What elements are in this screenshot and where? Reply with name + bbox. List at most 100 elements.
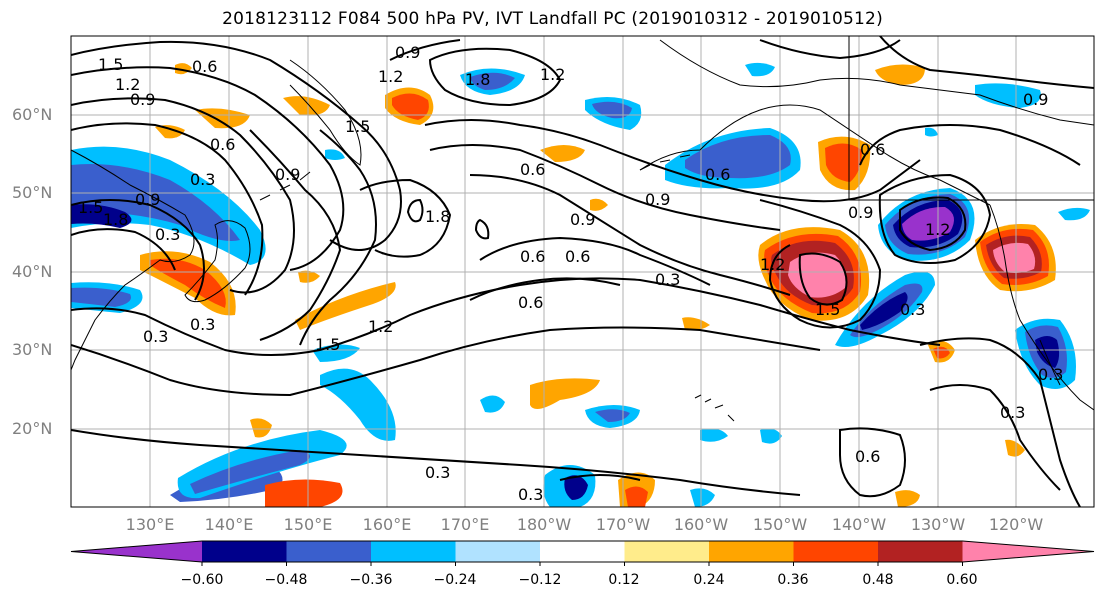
arctic-coastline <box>659 39 1094 126</box>
lat-label: 20°N <box>12 419 53 438</box>
contour-label: 0.3 <box>1000 403 1025 422</box>
contour-label: 1.2 <box>925 220 950 239</box>
neg-anomaly-region <box>925 127 938 137</box>
pv-contours <box>71 36 1094 507</box>
neg-anomaly-region <box>470 72 515 90</box>
neg-anomaly-region <box>480 395 505 413</box>
lon-label: 140°E <box>204 515 254 534</box>
lon-label: 170°E <box>440 515 490 534</box>
contour-label: 1.5 <box>315 335 340 354</box>
lon-label: 130°E <box>125 515 175 534</box>
pos-anomaly-region <box>540 145 585 162</box>
alaska-coastline <box>639 104 991 206</box>
colorbar-tick-label: 0.36 <box>777 572 809 588</box>
contour-label: 0.3 <box>155 225 180 244</box>
contour-label: 1.5 <box>815 300 840 319</box>
neg-anomaly-region <box>71 287 131 307</box>
contour-label: 1.2 <box>540 65 565 84</box>
canada-border <box>848 36 1094 201</box>
pos-anomaly-region <box>1005 439 1025 457</box>
pos-anomaly-region <box>265 479 343 507</box>
contour-label: 0.9 <box>135 190 160 209</box>
neg-anomaly-region <box>1035 336 1060 368</box>
coastlines <box>71 36 1094 422</box>
japan-coastline <box>184 220 251 303</box>
colorbar-swatch <box>71 541 202 562</box>
neg-anomaly-region <box>71 164 240 241</box>
colorbar-swatch <box>540 541 625 562</box>
colorbar-swatch <box>878 541 963 562</box>
neg-anomaly-region <box>760 428 782 444</box>
pos-anomaly-region <box>682 317 710 331</box>
pos-anomaly-region <box>895 490 920 507</box>
colorbar-tick-label: −0.60 <box>180 572 224 588</box>
contour-label: 0.9 <box>848 203 873 222</box>
colorbar-tick-label: 0.24 <box>693 572 725 588</box>
contour-label: 1.2 <box>378 67 403 86</box>
contour-label: 0.6 <box>210 135 235 154</box>
contour-label: 1.5 <box>98 55 123 74</box>
contour-label: 1.2 <box>368 317 393 336</box>
neg-anomaly-region <box>700 428 728 442</box>
neg-anomaly-region <box>902 206 954 241</box>
colorbar-swatch <box>371 541 456 562</box>
colorbar-swatch <box>202 541 287 562</box>
neg-anomaly-region <box>860 292 908 330</box>
pos-anomaly-region <box>825 143 862 182</box>
contour-label: 1.8 <box>103 210 128 229</box>
pos-anomaly-region <box>298 270 320 283</box>
contour-label: 0.3 <box>900 300 925 319</box>
colorbar-tick-label: 0.48 <box>862 572 894 588</box>
lon-label: 150°W <box>752 515 808 534</box>
neg-anomaly-region <box>71 204 132 228</box>
colorbar-tick-label: 0.60 <box>946 572 978 588</box>
colorbar-swatch <box>962 541 1094 562</box>
neg-anomaly-region <box>325 149 345 160</box>
lat-label: 60°N <box>12 105 53 124</box>
pos-anomaly-region <box>155 125 185 139</box>
colorbar-swatch <box>793 541 878 562</box>
contour-label: 0.9 <box>395 43 420 62</box>
contour-label: 0.6 <box>565 247 590 266</box>
asia-coastline <box>71 149 195 371</box>
lat-label: 30°N <box>12 340 53 359</box>
contour-label: 1.5 <box>78 198 103 217</box>
lat-label: 50°N <box>12 183 53 202</box>
contour-label: 0.3 <box>518 485 543 504</box>
lon-label: 150°E <box>283 515 333 534</box>
pos-anomaly-region <box>283 96 330 116</box>
lat-label: 40°N <box>12 262 53 281</box>
pos-anomaly-region <box>195 108 250 129</box>
contour-label: 0.3 <box>1038 365 1063 384</box>
baja-coastline <box>1039 339 1061 386</box>
contour-label: 1.2 <box>760 255 785 274</box>
colorbar <box>70 540 1095 566</box>
contour-label: 0.6 <box>520 160 545 179</box>
contour-label: 1.2 <box>115 75 140 94</box>
contour-label: 0.9 <box>570 210 595 229</box>
colorbar-tick-label: −0.24 <box>433 572 477 588</box>
neg-anomaly-region <box>595 409 630 422</box>
neg-anomaly-region <box>564 475 588 500</box>
contour-label: 0.3 <box>190 170 215 189</box>
colorbar-swatch <box>624 541 709 562</box>
contour-label: 0.6 <box>192 57 217 76</box>
contour-label: 0.6 <box>860 140 885 159</box>
colorbar-swatch <box>709 541 794 562</box>
colorbar-swatch <box>286 541 371 562</box>
contour-labels: 1.5 1.2 0.9 0.6 1.2 1.5 0.9 1.8 1.2 0.6 … <box>78 43 1063 504</box>
hawaii-coastline <box>694 394 735 422</box>
contour-label: 0.6 <box>518 293 543 312</box>
contour-label: 0.6 <box>855 447 880 466</box>
neg-anomaly-region <box>975 83 1041 108</box>
lon-label: 170°W <box>595 515 651 534</box>
lon-label: 180°W <box>516 515 572 534</box>
colorbar-tick-label: −0.36 <box>349 572 393 588</box>
lon-label: 120°W <box>988 515 1044 534</box>
lon-label: 160°E <box>362 515 412 534</box>
contour-label: 0.3 <box>190 315 215 334</box>
lon-label: 140°W <box>831 515 887 534</box>
pos-anomaly-region <box>788 252 847 298</box>
kamchatka-coastline <box>289 59 362 166</box>
